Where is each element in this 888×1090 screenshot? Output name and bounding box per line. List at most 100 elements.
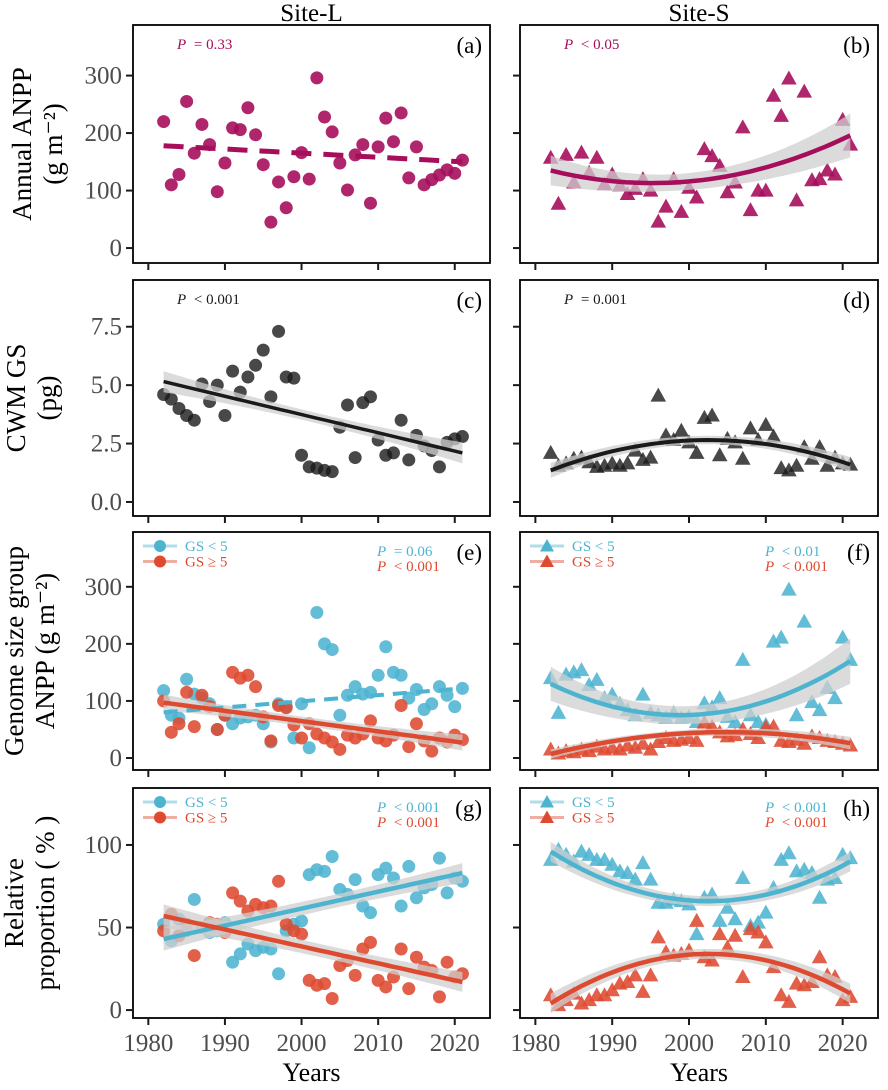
data-point [241, 370, 255, 384]
confidence-band-annual-anpp [550, 113, 851, 192]
data-point [386, 446, 400, 460]
panel-letter-a: (a) [456, 33, 482, 58]
data-point [195, 688, 209, 702]
data-point [455, 430, 469, 444]
data-point [589, 671, 605, 686]
y-tick-label: 0 [110, 997, 123, 1024]
data-point [781, 845, 797, 860]
data-point [734, 450, 751, 465]
data-point [363, 906, 377, 920]
data-point [241, 668, 255, 682]
legend-marker-circle [154, 796, 166, 808]
panel-border [519, 531, 879, 771]
data-point [310, 605, 324, 619]
data-point [379, 111, 393, 125]
data-point [310, 71, 324, 85]
data-point [180, 94, 194, 108]
data-point [448, 166, 462, 180]
panel-c: 0.0 2.5 5.0 7.5 (c) P < 0.001 [91, 279, 491, 523]
y-tick-label: 2.5 [91, 431, 122, 458]
data-point [750, 924, 766, 939]
fit-line-cwm-gs [550, 437, 851, 473]
data-point [180, 685, 194, 699]
p-value-label: P < 0.001 [764, 800, 828, 816]
data-point [394, 413, 408, 427]
data-point [604, 982, 620, 997]
fit-line-cwm-gs [163, 379, 463, 455]
legend-label: GS ≥ 5 [572, 811, 614, 827]
data-point [827, 166, 843, 181]
data-point [272, 324, 286, 338]
legend-marker-triangle [540, 810, 554, 823]
data-point [758, 904, 774, 919]
data-point [348, 873, 362, 887]
fit-line-annual-anpp [550, 133, 852, 186]
legend-marker-circle [154, 555, 166, 568]
data-point [341, 398, 355, 412]
data-point [440, 886, 454, 900]
data-point [704, 952, 720, 967]
x-tick-label: 2020 [818, 1030, 868, 1057]
data-point [448, 700, 462, 714]
y-axis-title-row1-line2: (g m⁻²) [38, 103, 68, 185]
data-point [734, 869, 751, 884]
series-gs-lt-5-points [157, 850, 469, 981]
data-point [394, 668, 408, 682]
panel-g: 1980 1990 2000 2010 2020 0 50 100 (g) P < 0.001P … [85, 787, 491, 1057]
data-point [711, 447, 728, 462]
data-point [650, 213, 667, 228]
data-point [348, 968, 362, 982]
data-point [157, 684, 171, 698]
data-point [688, 189, 705, 204]
data-point [765, 718, 782, 733]
data-point [264, 215, 278, 229]
panel-letter-d: (d) [843, 288, 870, 313]
data-point [734, 651, 751, 666]
fit-line-gs-ge-5 [549, 951, 852, 1006]
data-point [394, 942, 408, 956]
data-point [773, 851, 790, 866]
y-tick-label: 100 [85, 832, 123, 859]
y-axis-title-row2-line2: (pg) [32, 375, 62, 421]
data-point [325, 125, 339, 139]
data-point [325, 850, 339, 864]
data-point [727, 714, 743, 729]
data-point [788, 192, 805, 207]
legend-item-gs-lt-5: GS < 5 [530, 539, 615, 555]
data-point [318, 977, 332, 991]
data-point [819, 457, 836, 472]
data-point [249, 358, 263, 372]
p-value-label: P < 0.001 [376, 815, 440, 831]
panel-letter-g: (g) [455, 796, 482, 821]
data-point [233, 947, 247, 961]
data-point [550, 195, 567, 210]
data-point [409, 950, 423, 964]
data-point [788, 707, 805, 722]
data-point [302, 741, 316, 755]
x-axis-title-left: Years [282, 1058, 341, 1087]
data-point [727, 927, 743, 942]
data-point [164, 725, 178, 739]
axis-ticks [126, 843, 456, 1025]
data-point [272, 967, 286, 981]
p-value-label: P < 0.001 [764, 815, 828, 831]
data-point [627, 739, 644, 754]
data-point [773, 987, 790, 1002]
data-point [333, 742, 347, 756]
data-point [440, 955, 454, 969]
data-point [371, 668, 385, 682]
data-point [287, 170, 301, 184]
data-point [402, 982, 416, 996]
data-point [394, 899, 408, 913]
panel-border [519, 787, 879, 1019]
data-point [773, 629, 790, 644]
data-point [432, 851, 446, 865]
data-point [172, 717, 186, 731]
y-tick-label: 100 [85, 688, 123, 715]
data-point [711, 912, 728, 927]
data-point [627, 967, 644, 982]
data-point [650, 734, 667, 749]
data-point [596, 987, 613, 1002]
data-point [550, 704, 567, 719]
panel-a: 0 100 200 300 (a) P = 0.33 [85, 24, 491, 270]
